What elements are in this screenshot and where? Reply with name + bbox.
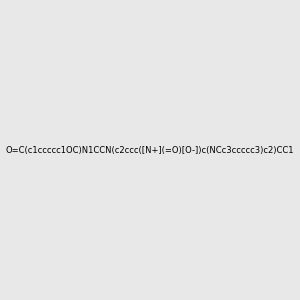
Text: O=C(c1ccccc1OC)N1CCN(c2ccc([N+](=O)[O-])c(NCc3ccccc3)c2)CC1: O=C(c1ccccc1OC)N1CCN(c2ccc([N+](=O)[O-])… — [6, 146, 294, 154]
